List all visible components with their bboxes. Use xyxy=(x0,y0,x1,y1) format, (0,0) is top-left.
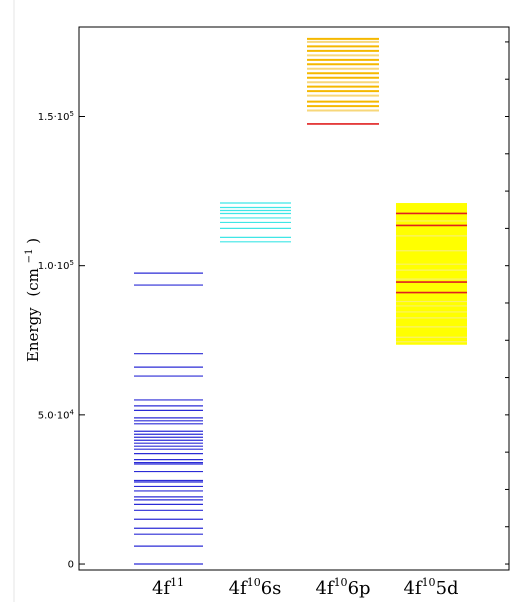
level-group-s xyxy=(220,202,291,243)
y-axis-label: Energy (cm −1 ) xyxy=(18,238,42,362)
y-tick-label: 5.0·104 xyxy=(38,408,75,421)
y-tick-label: 1.5·105 xyxy=(38,110,74,123)
y-axis-label-text: Energy xyxy=(24,307,42,362)
level-groups xyxy=(134,37,467,565)
config-label-sup: 10 xyxy=(422,576,436,589)
config-label-base: 4f xyxy=(403,578,422,599)
config-label-p: 4f106p xyxy=(315,576,370,599)
configuration-labels: 4f11 4f106s 4f106p 4f105d xyxy=(152,576,459,599)
config-label-s: 4f106s xyxy=(229,576,282,599)
config-label-suffix: 5d xyxy=(436,578,459,599)
config-label-base: 4f xyxy=(229,578,248,599)
y-tick-label: 1.0·105 xyxy=(38,259,74,272)
level-group-d xyxy=(396,203,467,345)
y-tick-base: 5.0·10 xyxy=(38,410,70,421)
y-axis-label-unit: (cm xyxy=(24,268,42,296)
y-tick-base: 0 xyxy=(68,560,74,571)
y-tick-label: 0 xyxy=(68,560,74,571)
config-label-sup: 11 xyxy=(170,576,184,589)
y-tick-base: 1.5·10 xyxy=(38,112,70,123)
y-tick-exp: 5 xyxy=(70,259,74,267)
config-label-base: 4f xyxy=(152,578,171,599)
right-axis-ticks xyxy=(505,41,509,565)
config-label-sup: 10 xyxy=(247,576,261,589)
y-axis-label-unit-exp: −1 xyxy=(24,249,35,264)
y-axis-label-unit-close: ) xyxy=(24,238,42,244)
plot-frame xyxy=(78,26,510,571)
config-label-sup: 10 xyxy=(334,576,348,589)
config-label-suffix: 6s xyxy=(261,578,282,599)
config-label-base: 4f xyxy=(315,578,334,599)
config-label-suffix: 6p xyxy=(348,578,371,599)
y-tick-base: 1.0·10 xyxy=(38,261,70,272)
level-group-f11 xyxy=(134,272,203,565)
config-label-d: 4f105d xyxy=(403,576,458,599)
y-tick-exp: 4 xyxy=(70,408,75,416)
level-band-d xyxy=(396,203,467,345)
level-group-p xyxy=(307,37,379,125)
y-tick-exp: 5 xyxy=(70,110,74,118)
config-label-f11: 4f11 xyxy=(152,576,184,599)
